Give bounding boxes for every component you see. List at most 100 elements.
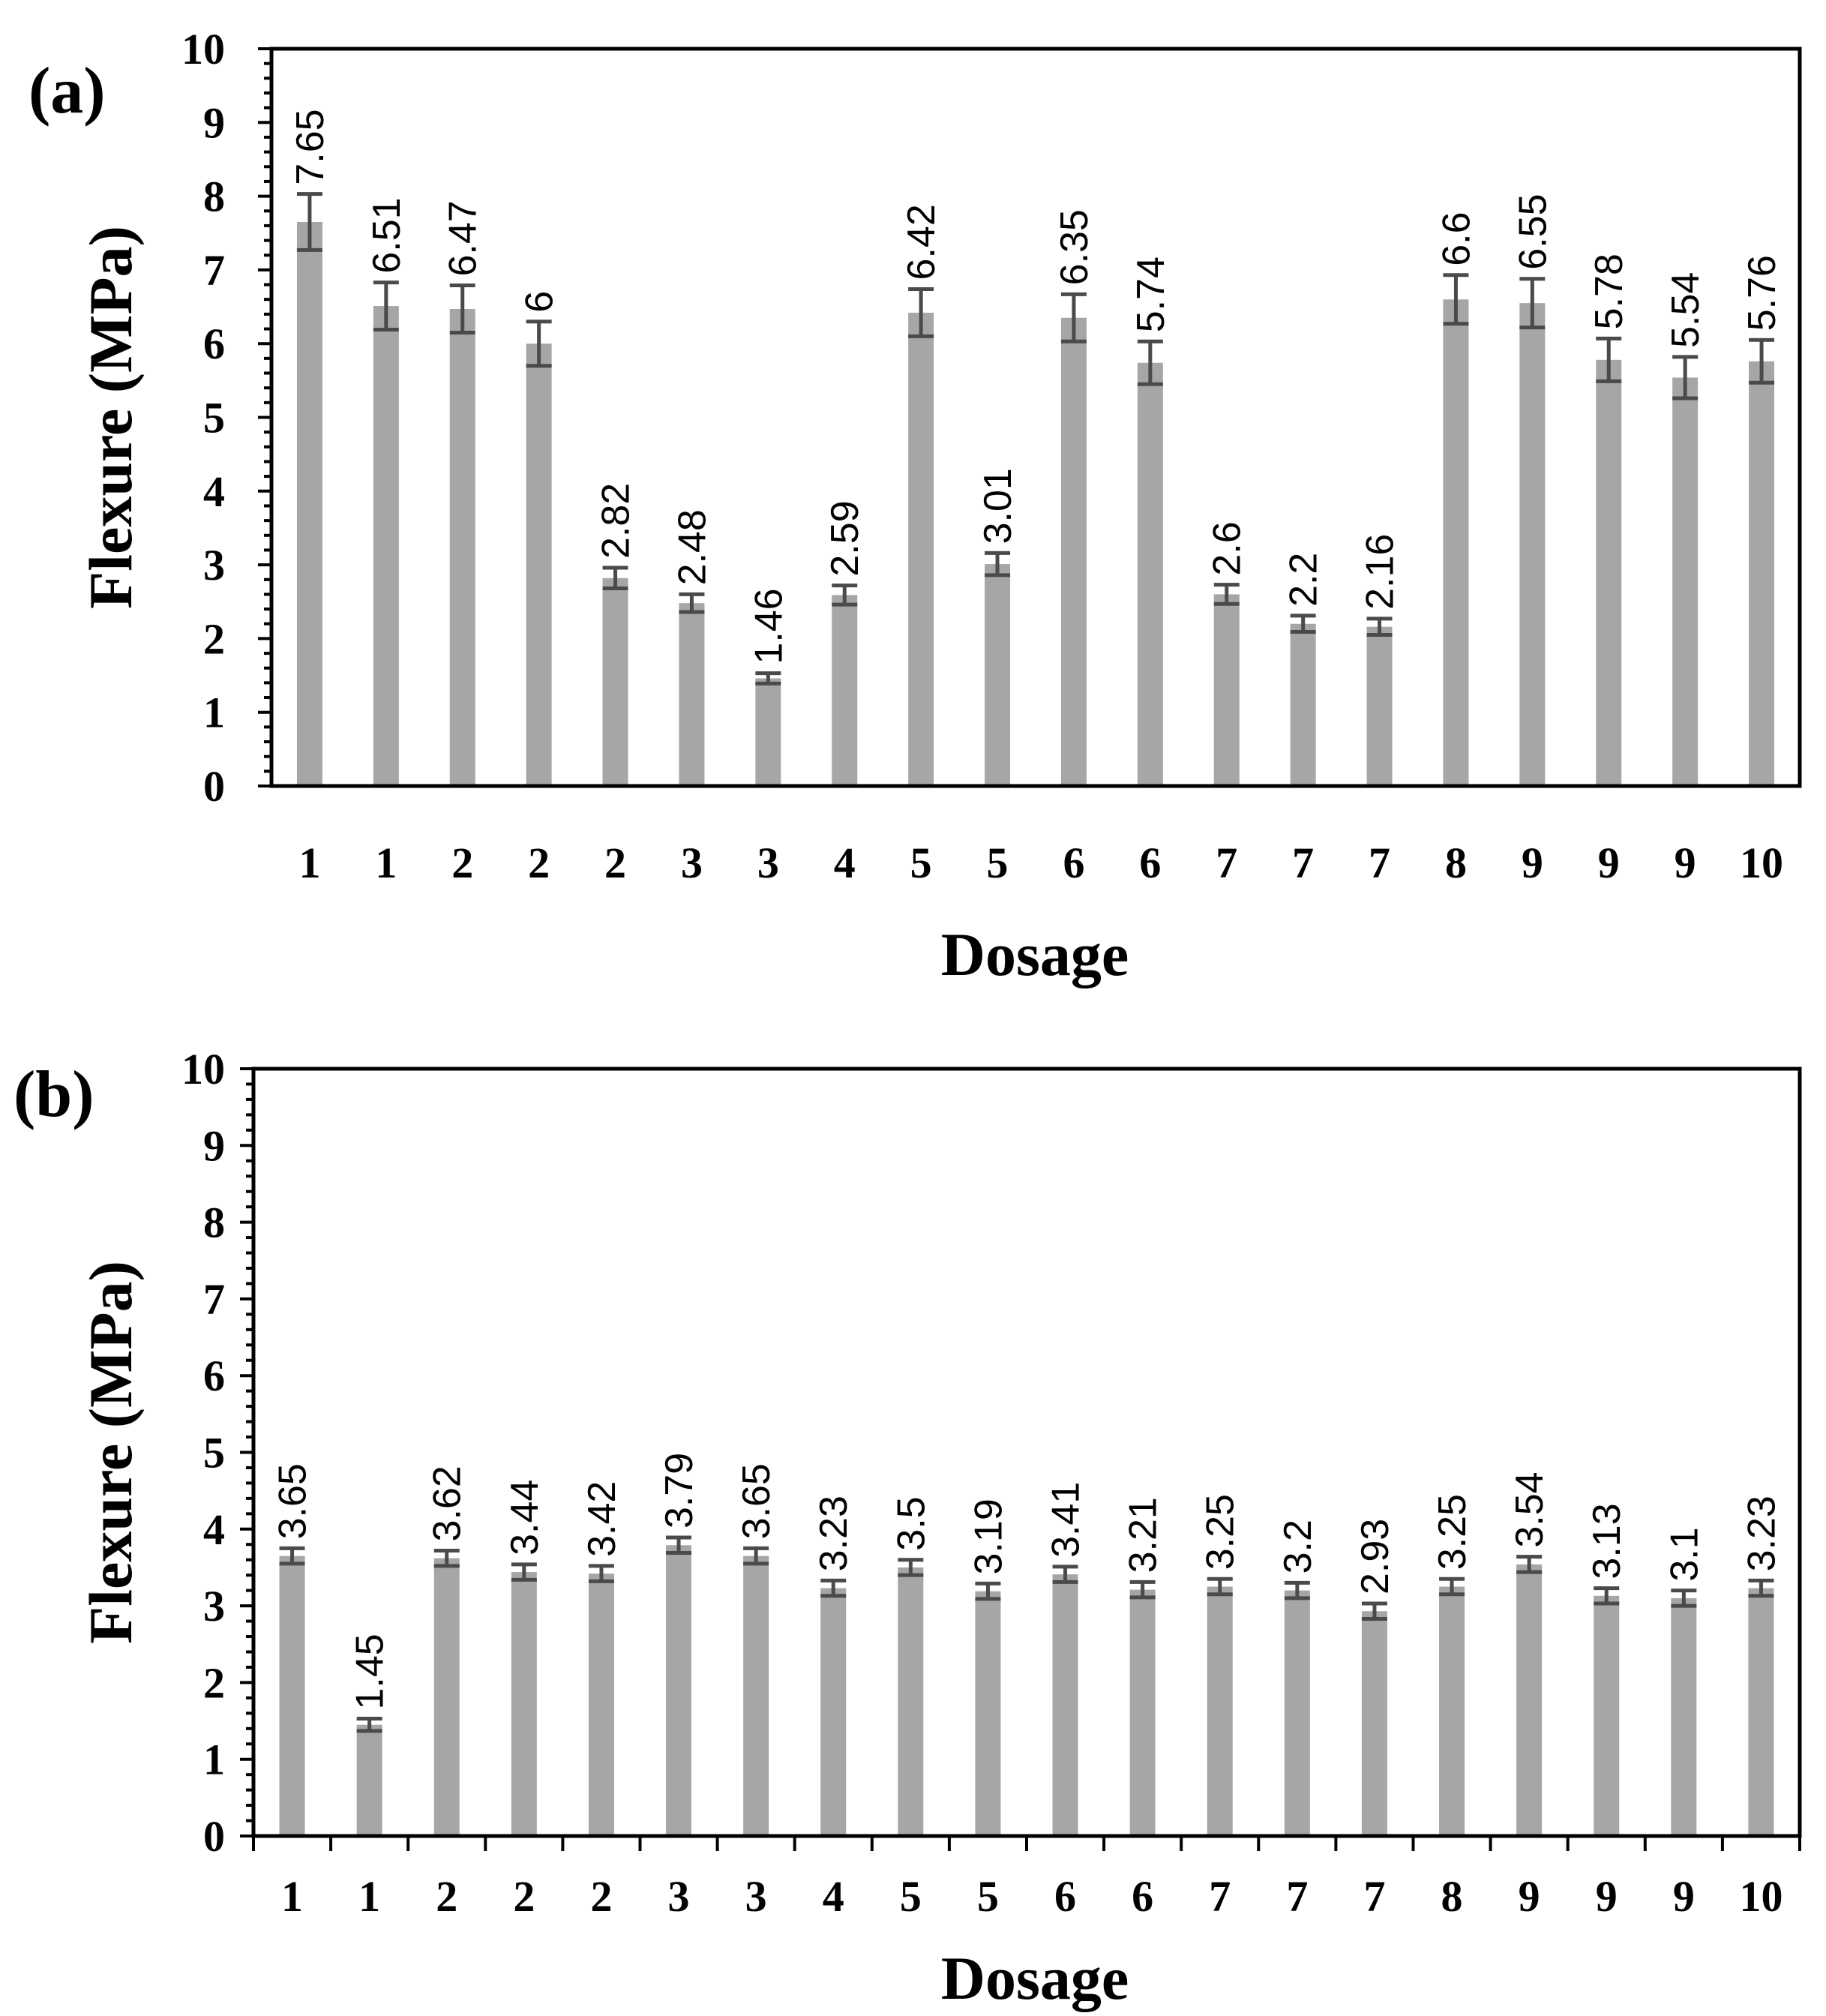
bar: [1290, 623, 1316, 786]
bar: [985, 564, 1011, 786]
x-tick-label: 1: [281, 1872, 303, 1921]
x-tick-label: 6: [1132, 1872, 1153, 1921]
x-tick-label: 6: [1063, 838, 1084, 887]
x-tick-label: 3: [757, 838, 779, 887]
x-tick-label: 2: [451, 838, 473, 887]
bar: [1672, 377, 1699, 787]
data-label: 1.46: [747, 588, 790, 664]
data-label: 3.19: [967, 1498, 1010, 1574]
bar: [1129, 1589, 1156, 1836]
x-tick-label: 9: [1519, 1872, 1540, 1921]
bar: [666, 1545, 692, 1836]
data-label: 3.41: [1045, 1482, 1088, 1558]
x-tick-label: 2: [528, 838, 550, 887]
data-label: 3.44: [503, 1480, 547, 1556]
y-tick-label: 6: [203, 320, 225, 368]
x-tick-label: 2: [436, 1872, 457, 1921]
bar: [279, 1556, 305, 1836]
x-tick-label: 9: [1673, 1872, 1695, 1921]
bar: [820, 1588, 847, 1836]
data-label: 1.45: [349, 1634, 392, 1709]
bar: [449, 308, 475, 786]
y-tick-label: 3: [203, 1582, 225, 1630]
y-tick-label: 10: [181, 25, 225, 74]
data-label: 3.65: [735, 1463, 778, 1539]
bar: [356, 1724, 382, 1836]
data-label: 3.2: [1276, 1520, 1320, 1574]
bar: [1594, 1595, 1620, 1836]
y-tick-label: 4: [203, 1505, 225, 1554]
data-label: 3.62: [426, 1466, 469, 1541]
x-tick-label: 5: [987, 838, 1009, 887]
data-label: 2.16: [1359, 534, 1402, 610]
data-label: 2.82: [595, 483, 638, 559]
x-axis-title: Dosage: [941, 1944, 1129, 2012]
y-tick-label: 6: [203, 1352, 225, 1400]
data-label: 3.01: [976, 468, 1020, 544]
data-label: 3.79: [658, 1453, 701, 1528]
x-tick-label: 5: [900, 1872, 922, 1921]
x-tick-label: 1: [298, 838, 320, 887]
bar: [1366, 626, 1393, 786]
y-tick-label: 9: [203, 98, 225, 147]
panel-b: (b) 0 1 2 3 4 5 6 7 8 9 10 Flexure (MPa) 3.65 1 1.45 1 3.…: [13, 1045, 1802, 2012]
data-label: 3.23: [1740, 1496, 1783, 1571]
x-tick-label: 7: [1216, 838, 1237, 887]
data-label: 2.2: [1282, 553, 1326, 607]
panel-label: (b): [13, 1058, 94, 1131]
data-label: 3.5: [889, 1496, 933, 1550]
bar: [511, 1572, 537, 1836]
data-label: 6.35: [1053, 209, 1096, 285]
x-tick-label: 3: [745, 1872, 767, 1921]
data-label: 2.93: [1354, 1519, 1397, 1594]
data-label: 3.23: [812, 1496, 856, 1571]
data-label: 5.74: [1129, 256, 1173, 332]
bar: [1361, 1611, 1387, 1836]
bar: [743, 1556, 769, 1836]
x-tick-label: 1: [358, 1872, 380, 1921]
y-tick-label: 5: [203, 394, 225, 442]
y-tick-label: 3: [203, 541, 225, 590]
y-axis-title: Flexure (MPa): [76, 226, 145, 609]
y-tick-label: 5: [203, 1429, 225, 1478]
y-tick-label: 10: [181, 1045, 225, 1094]
data-label: 6.47: [442, 200, 485, 276]
data-label: 3.54: [1508, 1472, 1552, 1547]
x-tick-label: 3: [668, 1872, 690, 1921]
x-tick-label: 4: [834, 838, 856, 887]
bar: [908, 312, 934, 786]
bar: [588, 1574, 614, 1836]
y-tick-label: 2: [203, 614, 225, 663]
bar: [1060, 317, 1087, 786]
data-label: 3.25: [1199, 1494, 1243, 1570]
bar: [526, 344, 552, 786]
bar: [433, 1558, 460, 1836]
x-tick-label: 7: [1292, 838, 1314, 887]
data-label: 2.6: [1206, 521, 1249, 575]
bar: [898, 1567, 924, 1836]
bar: [1213, 594, 1240, 786]
bar: [755, 678, 781, 786]
data-label: 6.6: [1435, 212, 1478, 266]
bar: [1671, 1598, 1697, 1836]
bar: [679, 603, 705, 786]
data-label: 5.76: [1741, 255, 1784, 331]
data-label: 3.42: [580, 1481, 624, 1557]
bar: [1516, 1564, 1543, 1836]
x-tick-label: 5: [910, 838, 932, 887]
bar: [602, 578, 628, 786]
x-tick-label: 7: [1363, 1872, 1385, 1921]
x-tick-label: 9: [1596, 1872, 1618, 1921]
x-tick-label: 6: [1054, 1872, 1076, 1921]
data-label: 7.65: [289, 109, 332, 184]
bar: [1443, 299, 1469, 787]
data-label: 3.21: [1122, 1497, 1165, 1573]
bar: [296, 222, 322, 786]
x-tick-label: 10: [1739, 1872, 1783, 1921]
bar: [373, 306, 399, 786]
x-tick-label: 4: [823, 1872, 844, 1921]
bar: [1748, 1588, 1774, 1836]
y-tick-label: 7: [203, 1275, 225, 1324]
x-tick-label: 2: [590, 1872, 612, 1921]
